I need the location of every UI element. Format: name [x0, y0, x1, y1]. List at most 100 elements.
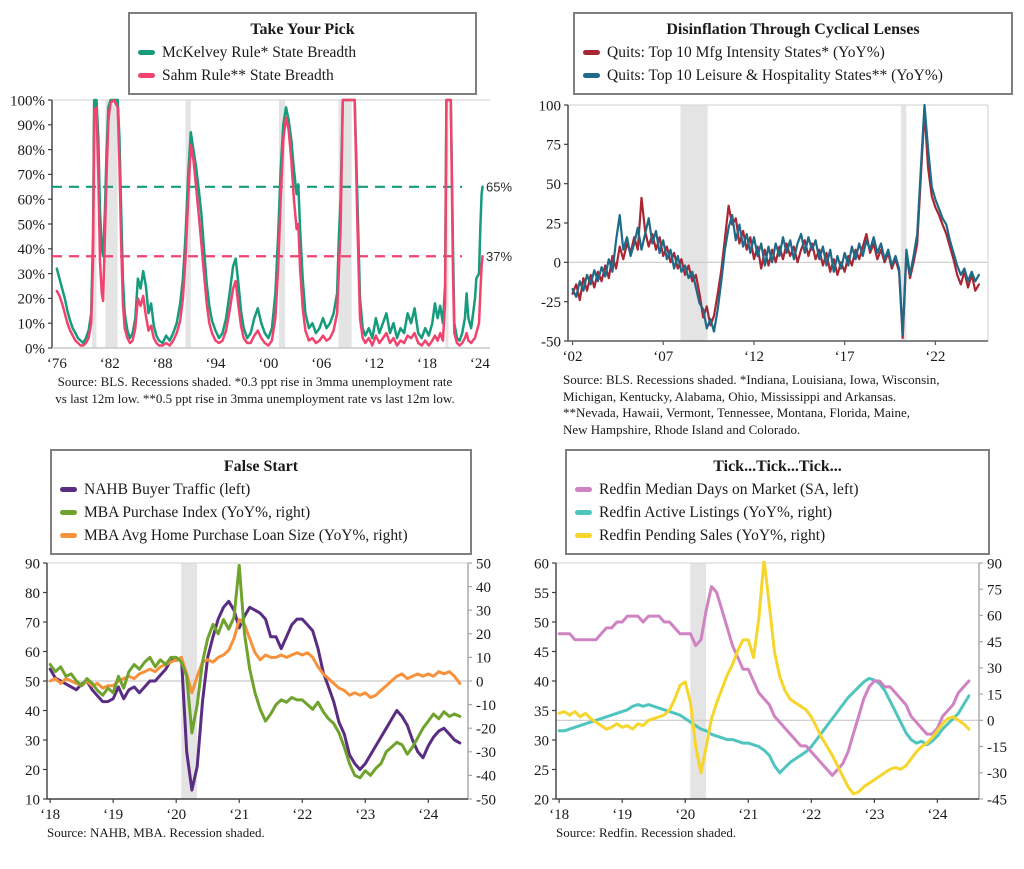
svg-text:20: 20 [25, 763, 40, 779]
svg-text:20%: 20% [18, 292, 46, 308]
legend-items: Quits: Top 10 Mfg Intensity States* (YoY… [583, 41, 1003, 87]
source-note: Source: Redfin. Recession shaded. [556, 825, 956, 842]
svg-text:‘82: ‘82 [100, 356, 120, 372]
svg-text:90%: 90% [18, 118, 46, 134]
svg-text:25: 25 [546, 216, 561, 232]
source-line: Source: BLS. Recessions shaded. *Indiana… [563, 372, 940, 387]
svg-text:50: 50 [25, 674, 40, 690]
svg-text:‘06: ‘06 [311, 356, 331, 372]
svg-text:70: 70 [25, 615, 40, 631]
svg-text:‘19: ‘19 [103, 807, 123, 823]
svg-text:‘18: ‘18 [549, 807, 569, 823]
legend-dash-icon [60, 487, 77, 492]
svg-text:-15: -15 [987, 740, 1007, 756]
svg-text:‘18: ‘18 [40, 807, 60, 823]
svg-text:10: 10 [25, 792, 40, 808]
legend-dash-icon [583, 73, 600, 78]
svg-text:35: 35 [534, 704, 549, 720]
svg-text:75: 75 [546, 138, 561, 154]
chart-title: False Start [223, 458, 299, 475]
legend-items: McKelvey Rule* State Breadth Sahm Rule** … [138, 41, 467, 87]
svg-text:‘07: ‘07 [653, 349, 673, 365]
svg-text:-50: -50 [476, 792, 496, 808]
svg-text:-20: -20 [476, 721, 496, 737]
panel-tick-tick-tick: Tick...Tick...Tick... Redfin Median Days… [512, 440, 1024, 864]
source-line: Michigan, Kentucky, Alabama, Ohio, Missi… [563, 388, 897, 404]
reference-line-label: 65% [486, 179, 512, 194]
legend-item-label: MBA Purchase Index (YoY%, right) [84, 504, 311, 521]
svg-text:‘21: ‘21 [738, 807, 758, 823]
legend-items: Redfin Median Days on Market (SA, left) R… [575, 478, 980, 547]
svg-text:-10: -10 [476, 698, 496, 714]
legend-item: NAHB Buyer Traffic (left) [60, 478, 462, 501]
svg-text:55: 55 [534, 586, 549, 602]
svg-text:‘24: ‘24 [470, 356, 490, 372]
svg-text:-50: -50 [541, 334, 561, 350]
source-line: Source: Redfin. Recession shaded. [556, 825, 737, 840]
legend-dash-icon [60, 533, 77, 538]
legend-item: Sahm Rule** State Breadth [138, 64, 467, 87]
svg-text:0: 0 [554, 256, 562, 272]
svg-text:90: 90 [987, 556, 1002, 572]
legend-dash-icon [583, 50, 600, 55]
chart-title: Take Your Pick [250, 21, 355, 38]
panel-disinflation-cyclical-lenses: Disinflation Through Cyclical Lenses Qui… [512, 0, 1024, 440]
svg-text:75: 75 [987, 582, 1002, 598]
svg-text:50%: 50% [18, 217, 46, 233]
svg-text:60: 60 [534, 556, 549, 572]
svg-text:‘24: ‘24 [418, 807, 438, 823]
legend-dash-icon [575, 533, 592, 538]
svg-text:-40: -40 [476, 769, 496, 785]
svg-text:-25: -25 [541, 295, 561, 311]
source-line: **Nevada, Hawaii, Vermont, Tennessee, Mo… [563, 405, 910, 420]
recession-bands [680, 105, 907, 341]
svg-text:80%: 80% [18, 143, 46, 159]
legend-item: Redfin Active Listings (YoY%, right) [575, 501, 980, 524]
legend-item-label: Redfin Median Days on Market (SA, left) [599, 481, 859, 498]
svg-text:‘21: ‘21 [229, 807, 249, 823]
svg-text:‘76: ‘76 [47, 356, 67, 372]
svg-text:‘12: ‘12 [364, 356, 384, 372]
svg-text:-30: -30 [987, 766, 1007, 782]
legend-item: McKelvey Rule* State Breadth [138, 41, 467, 64]
series-line [557, 676, 971, 775]
svg-text:‘23: ‘23 [355, 807, 375, 823]
svg-text:‘19: ‘19 [612, 807, 632, 823]
legend-box: Take Your Pick McKelvey Rule* State Brea… [128, 12, 477, 95]
series-line [48, 599, 462, 792]
svg-text:40: 40 [534, 674, 549, 690]
legend-item: Redfin Pending Sales (YoY%, right) [575, 524, 980, 547]
svg-text:60: 60 [987, 609, 1002, 625]
svg-text:‘17: ‘17 [835, 349, 855, 365]
svg-text:40: 40 [476, 580, 491, 596]
plot-area: -50 -25 0 25 50 75 100 ‘02 ‘07 ‘12 ‘17 ‘22 [512, 0, 1024, 445]
svg-text:30: 30 [987, 661, 1002, 677]
svg-text:‘88: ‘88 [153, 356, 173, 372]
legend-item: Quits: Top 10 Leisure & Hospitality Stat… [583, 64, 1003, 87]
svg-text:‘22: ‘22 [292, 807, 312, 823]
legend-item-label: NAHB Buyer Traffic (left) [84, 481, 251, 498]
source-note: Source: BLS. Recessions shaded. *0.3 ppt… [35, 374, 475, 407]
bottom-axis: ‘02 ‘07 ‘12 ‘17 ‘22 [563, 340, 988, 365]
source-note: Source: BLS. Recessions shaded. *Indiana… [563, 372, 1018, 438]
svg-text:20: 20 [534, 792, 549, 808]
bottom-axis: ‘18 ‘19 ‘20 ‘21 ‘22 ‘23 ‘24 [40, 798, 468, 823]
series-line [48, 563, 462, 780]
svg-text:0%: 0% [25, 341, 45, 357]
right-axis: -50 -40 -30 -20 -10 0 10 20 30 40 50 [467, 556, 496, 808]
svg-text:30: 30 [534, 733, 549, 749]
left-axis: 0% 10% 20% 30% 40% 50% 60% 70% 80% 90% 100% [10, 93, 53, 357]
svg-text:70%: 70% [18, 168, 46, 184]
right-axis: -45 -30 -15 0 15 30 45 60 75 90 [978, 556, 1007, 808]
svg-text:50: 50 [534, 615, 549, 631]
legend-item-label: Redfin Pending Sales (YoY%, right) [599, 527, 826, 544]
legend-dash-icon [138, 73, 155, 78]
left-axis: 10 20 30 40 50 60 70 80 90 [25, 556, 48, 808]
svg-text:30: 30 [25, 733, 40, 749]
svg-text:40: 40 [25, 704, 40, 720]
series-line [48, 618, 462, 699]
legend-item-label: Quits: Top 10 Leisure & Hospitality Stat… [607, 67, 943, 84]
svg-text:100: 100 [539, 98, 562, 114]
legend-item-label: Quits: Top 10 Mfg Intensity States* (YoY… [607, 44, 885, 61]
svg-text:‘23: ‘23 [864, 807, 884, 823]
